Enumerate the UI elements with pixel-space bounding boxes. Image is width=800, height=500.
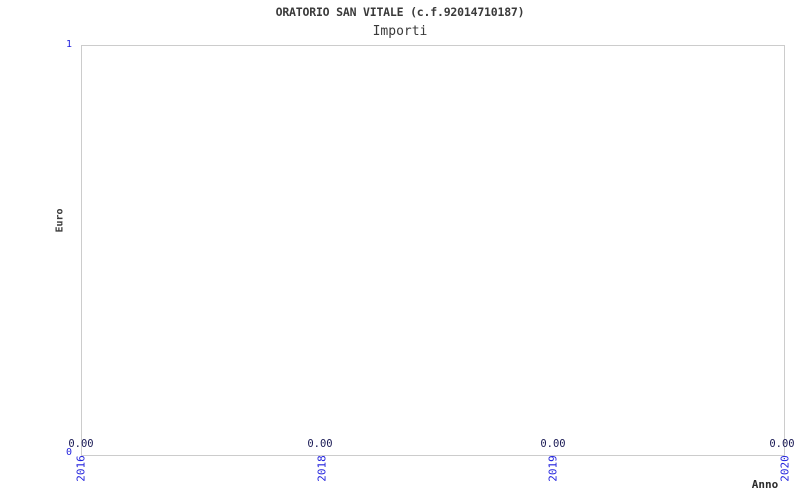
x-axis-title: Anno [751, 478, 779, 491]
chart-subtitle: Importi [372, 24, 428, 39]
y-axis-title: Euro [54, 208, 66, 233]
data-value-label: 0.00 [769, 438, 795, 450]
plot-area [81, 45, 785, 456]
data-value-label: 0.00 [540, 438, 566, 450]
x-axis-tick-label-2018: 2018 [315, 455, 329, 482]
data-value-label: 0.00 [307, 438, 333, 450]
data-value-label: 0.00 [68, 438, 94, 450]
y-axis-tick-label-bottom: 0 [65, 447, 72, 458]
chart-title: ORATORIO SAN VITALE (c.f.92014710187) [275, 5, 525, 19]
y-axis-tick-mark [81, 441, 82, 456]
x-axis-tick-label-2016: 2016 [74, 455, 88, 482]
y-axis-tick-label-top: 1 [65, 39, 72, 50]
x-axis-tick-label-2019: 2019 [546, 455, 560, 482]
